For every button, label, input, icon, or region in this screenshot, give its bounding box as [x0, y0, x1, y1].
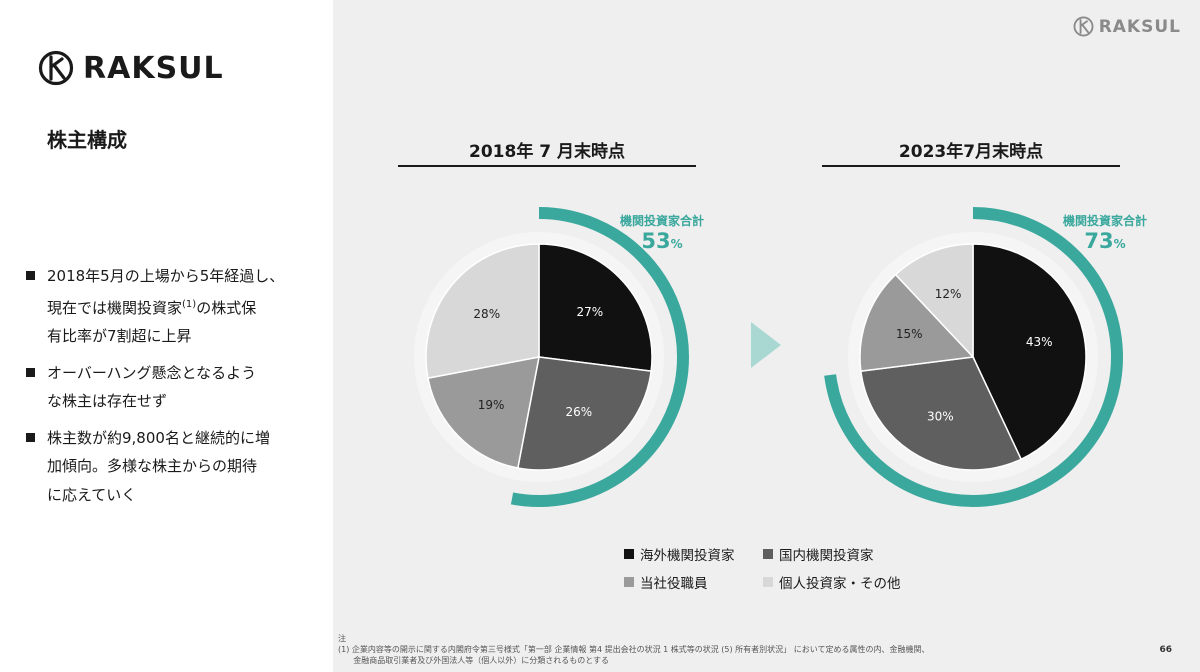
pie-slice: [425, 243, 540, 380]
legend-swatch: [763, 577, 773, 587]
legend-swatch: [624, 577, 634, 587]
legend-item: 海外機関投資家: [624, 544, 735, 564]
bullet-item: オーバーハング懸念となるよう な株主は存在せず: [26, 359, 326, 416]
pie-slice-label: 26%: [566, 405, 593, 419]
footnotes: 注 (1) 企業内容等の開示に関する内閣府令第三号様式「第一部 企業情報 第4 …: [338, 633, 929, 666]
legend-item: 国内機関投資家: [763, 544, 874, 564]
bullet-text: の株式保: [196, 298, 257, 317]
institutional-total-value: 53: [641, 229, 671, 253]
pie-slice: [894, 243, 974, 359]
chart-2-institutional-total: 機関投資家合計 73%: [1050, 212, 1160, 253]
institutional-ring-arc: [510, 207, 689, 507]
pie-slice: [972, 243, 1087, 461]
legend-swatch: [624, 549, 634, 559]
footnote-line: 注: [338, 634, 346, 643]
bullet-text: 株主数が約9,800名と継続的に増: [47, 428, 270, 447]
pie-slice-label: 15%: [896, 327, 923, 341]
bullet-square-icon: [26, 432, 35, 442]
bullet-square-icon: [26, 367, 35, 377]
raksul-logo: RAKSUL: [38, 50, 224, 86]
bullet-text: 加傾向。多様な株主からの期待: [47, 457, 258, 475]
institutional-total-unit: %: [670, 237, 683, 251]
legend-label: 個人投資家・その他: [779, 576, 901, 592]
chart-1-title-underline: [398, 165, 696, 167]
legend-item: 個人投資家・その他: [763, 572, 901, 592]
footnote-ref: (1): [182, 298, 197, 310]
chart-1-institutional-total: 機関投資家合計 53%: [612, 212, 712, 253]
legend-label: 当社役職員: [640, 576, 708, 592]
pie-slice-label: 30%: [927, 409, 954, 423]
logo-wordmark: RAKSUL: [83, 50, 224, 86]
footnote-line: 金融商品取引業者及び外国法人等（個人以外）に分類されるものとする: [338, 656, 610, 665]
bullet-text: 現在では機関投資家: [47, 298, 183, 317]
pie-slice-label: 27%: [577, 305, 604, 319]
chart-1-title: 2018年 7 月末時点: [469, 142, 625, 162]
pie-slice: [427, 356, 540, 469]
institutional-total-label: 機関投資家合計: [619, 214, 704, 228]
legend-label: 海外機関投資家: [640, 548, 735, 564]
chart-2-title: 2023年7月末時点: [898, 142, 1044, 162]
bullet-text: な株主は存在せず: [47, 392, 168, 410]
pie-slice-label: 19%: [478, 398, 505, 412]
bullet-text: 2018年5月の上場から5年経過し、: [47, 267, 285, 285]
left-panel: RAKSUL 株主構成 2018年5月の上場から5年経過し、 現在では機関投資家(…: [0, 0, 333, 672]
page-number: 66: [1159, 645, 1172, 655]
institutional-ring-arc: [824, 207, 1123, 507]
legend-item: 当社役職員: [624, 572, 708, 592]
pie-slice: [860, 356, 1023, 471]
legend-swatch: [763, 549, 773, 559]
pie-slice: [516, 356, 652, 471]
page-title: 株主構成: [47, 128, 127, 152]
bullet-text: に応えていく: [47, 485, 137, 504]
pie-slice-label: 43%: [1026, 335, 1053, 349]
raksul-small-logo-icon: [1073, 16, 1094, 37]
bullet-item: 株主数が約9,800名と継続的に増 加傾向。多様な株主からの期待 に応えていく: [26, 424, 326, 510]
pie-slice-label: 28%: [473, 307, 500, 321]
pie-slice: [859, 273, 975, 373]
bullet-list: 2018年5月の上場から5年経過し、 現在では機関投資家(1)の株式保 有比率が7割…: [26, 262, 326, 517]
pie-slice-label: 12%: [935, 287, 962, 301]
bullet-square-icon: [26, 271, 35, 280]
pie-slice: [538, 243, 653, 373]
arrow-right-icon: [751, 322, 781, 368]
chart-2-title-underline: [822, 165, 1120, 167]
raksul-logo-icon: [38, 50, 74, 86]
bullet-text: 有比率が7割超に上昇: [47, 327, 192, 345]
header-logo-wordmark: RAKSUL: [1098, 16, 1181, 37]
institutional-total-label: 機関投資家合計: [1062, 214, 1147, 228]
footnote-line: (1) 企業内容等の開示に関する内閣府令第三号様式「第一部 企業情報 第4 提出…: [338, 645, 930, 654]
bullet-text: オーバーハング懸念となるよう: [47, 363, 257, 382]
pie-charts: 27% 26% 19% 28% 43% 30% 15% 12%: [414, 207, 1123, 507]
institutional-total-value: 73: [1084, 229, 1114, 253]
bullet-item: 2018年5月の上場から5年経過し、 現在では機関投資家(1)の株式保 有比率が7割…: [26, 262, 326, 351]
institutional-total-unit: %: [1113, 237, 1126, 251]
legend-label: 国内機関投資家: [779, 548, 874, 564]
header-logo: RAKSUL: [1073, 16, 1181, 37]
